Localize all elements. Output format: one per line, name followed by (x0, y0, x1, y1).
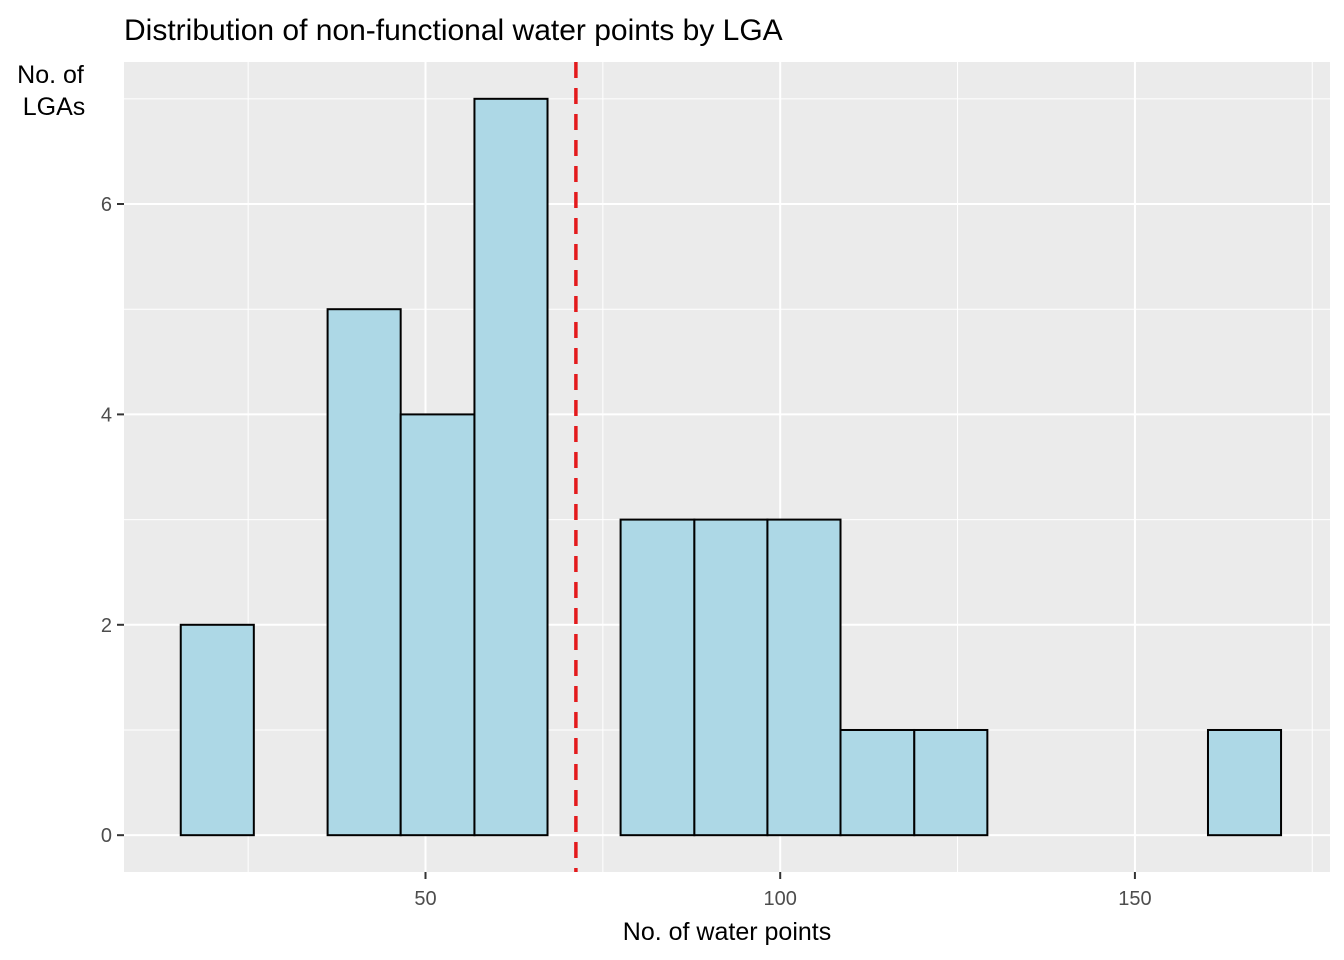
y-tick-label: 6 (101, 194, 112, 216)
x-tick-label: 150 (1118, 888, 1151, 910)
histogram-bar (913, 728, 989, 837)
y-axis-title-line-2: LGAs (23, 93, 86, 121)
y-tick-label: 2 (101, 615, 112, 637)
y-tick-label: 0 (101, 825, 112, 847)
x-axis-ticks: 50 100 150 (414, 872, 1152, 910)
y-axis-title: No. of LGAs (17, 61, 91, 121)
x-axis-title: No. of water points (623, 918, 831, 946)
y-axis-title-line-1: No. of (17, 61, 84, 89)
histogram-bar (326, 308, 402, 837)
y-tick-label: 4 (101, 404, 112, 426)
histogram-bar (839, 728, 916, 837)
histogram-bar (399, 413, 476, 837)
histogram-bar (473, 97, 549, 837)
histogram-bar (693, 518, 769, 837)
x-tick-label: 50 (414, 888, 436, 910)
histogram-bar (766, 518, 842, 837)
chart-title: Distribution of non-functional water poi… (124, 14, 783, 47)
y-axis-ticks: 0 2 4 6 (101, 194, 124, 847)
x-tick-label: 100 (764, 888, 797, 910)
histogram-bar (619, 518, 696, 837)
histogram-bar (179, 623, 255, 837)
histogram-bars (179, 97, 1283, 837)
histogram-bar (1206, 728, 1283, 837)
